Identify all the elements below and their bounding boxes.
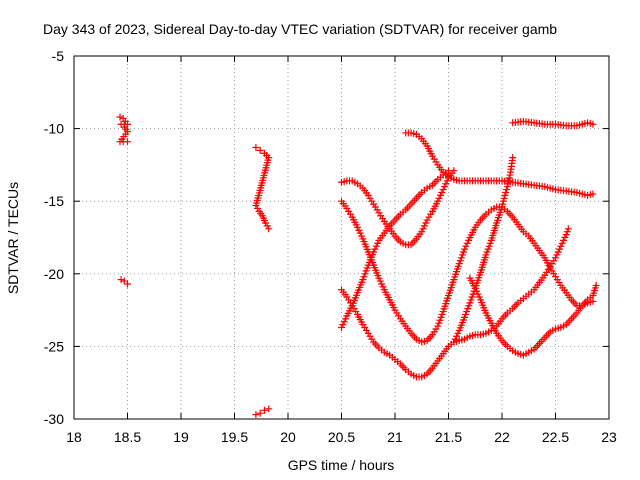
y-tick-label: -5 <box>52 48 65 64</box>
x-tick-label: 20.5 <box>328 429 355 445</box>
data-point <box>509 154 517 162</box>
x-tick-label: 23 <box>601 429 617 445</box>
x-tick-label: 18.5 <box>114 429 141 445</box>
y-axis-label: SDTVAR / TECUs <box>5 182 21 294</box>
x-tick-label: 19.5 <box>221 429 248 445</box>
data-point <box>117 276 125 284</box>
data-points <box>116 113 600 419</box>
x-tick-label: 21 <box>387 429 403 445</box>
axis-ticks <box>73 55 610 420</box>
data-point <box>252 411 260 419</box>
x-tick-label: 19 <box>173 429 189 445</box>
series-s2 <box>117 276 131 288</box>
data-point <box>124 280 131 288</box>
x-tick-label: 22.5 <box>542 429 569 445</box>
data-point <box>256 146 264 154</box>
x-axis-tick-labels: 18 18.5 19 19.5 20 20.5 21 21.5 22 22.5 23 <box>66 429 617 445</box>
data-point <box>265 225 273 233</box>
data-point <box>564 225 572 233</box>
series-s4 <box>252 405 273 419</box>
data-point <box>124 138 131 146</box>
series-s1 <box>116 113 131 146</box>
series-s12 <box>450 154 517 346</box>
x-tick-label: 20 <box>280 429 296 445</box>
series-s3 <box>252 143 273 233</box>
data-point <box>252 143 260 151</box>
series-s10 <box>338 167 452 332</box>
data-point <box>445 167 452 175</box>
series-s7 <box>509 117 597 130</box>
data-point <box>116 113 124 121</box>
series-s8 <box>338 197 597 346</box>
chart-title: Day 343 of 2023, Sidereal Day-to-day VTE… <box>43 21 557 37</box>
data-point <box>589 120 597 128</box>
x-tick-label: 18 <box>66 429 82 445</box>
grid <box>74 56 609 419</box>
series-s6 <box>402 129 597 199</box>
y-axis-tick-labels: -30 -25 -20 -15 -10 -5 <box>44 48 64 427</box>
data-point <box>256 409 264 417</box>
y-tick-label: -10 <box>44 121 64 137</box>
data-point <box>260 406 268 414</box>
y-tick-label: -30 <box>44 411 64 427</box>
x-tick-label: 21.5 <box>435 429 462 445</box>
y-tick-label: -15 <box>44 193 64 209</box>
y-tick-label: -25 <box>44 338 64 354</box>
x-tick-label: 22 <box>494 429 510 445</box>
series-s11 <box>466 274 600 359</box>
series-s5 <box>338 167 458 249</box>
y-tick-label: -20 <box>44 266 64 282</box>
data-point <box>265 405 273 413</box>
data-point <box>589 190 597 198</box>
x-axis-label: GPS time / hours <box>288 457 395 473</box>
data-point <box>592 281 600 289</box>
